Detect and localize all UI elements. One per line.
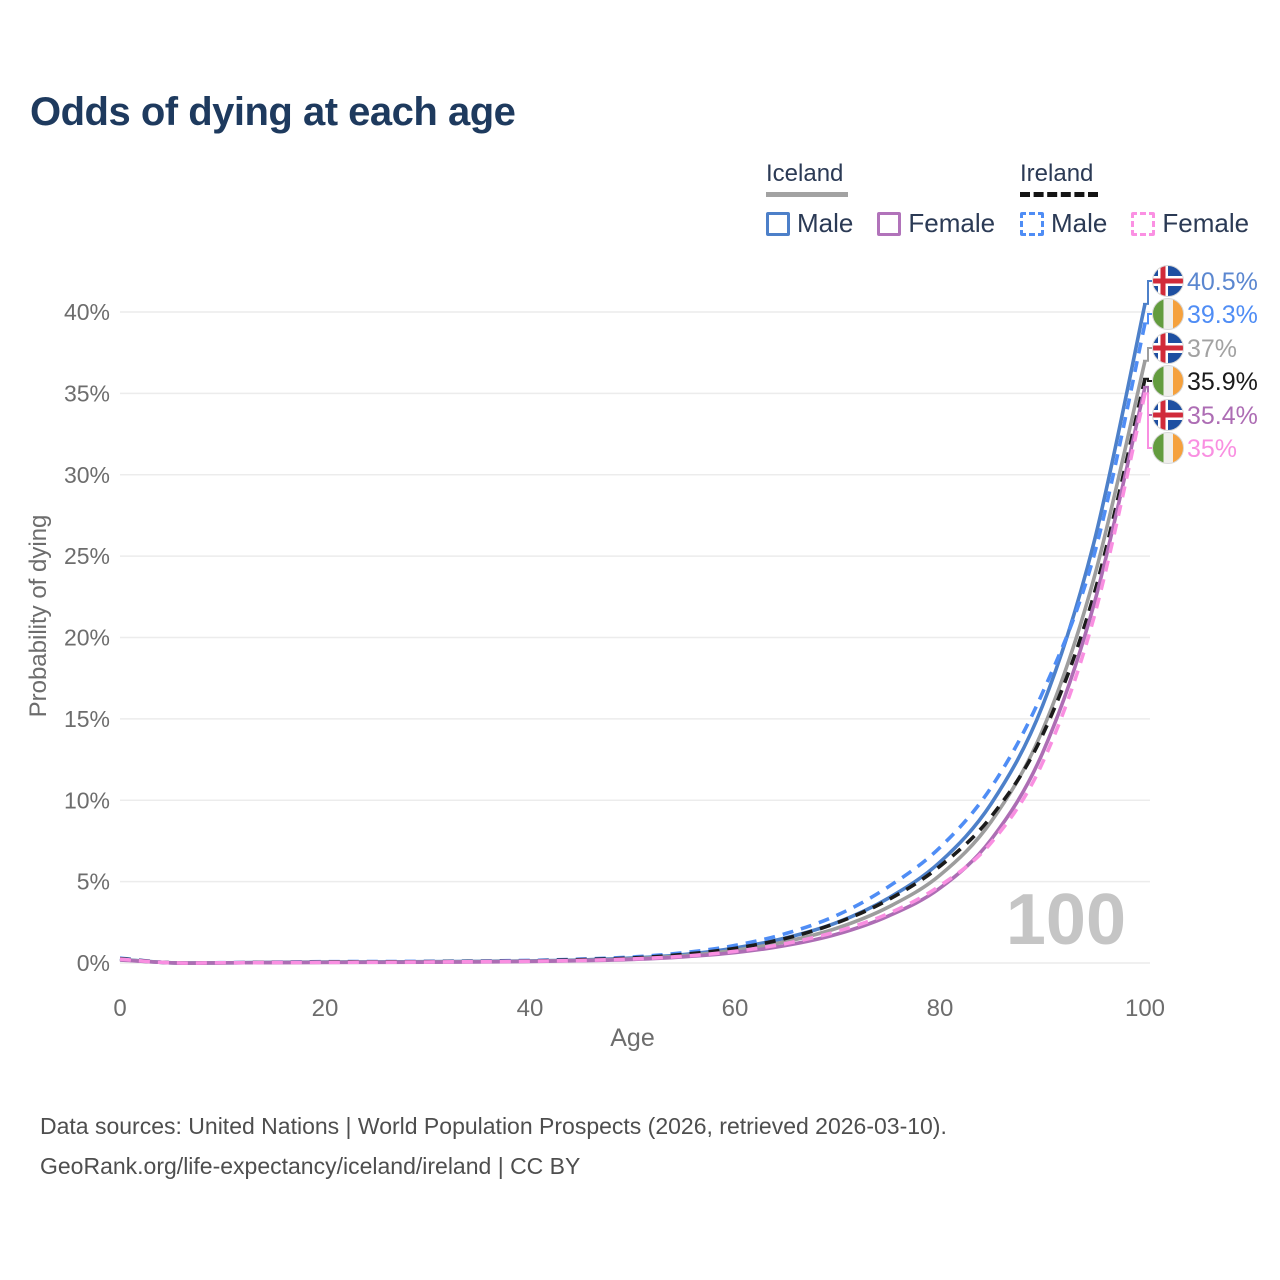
curve-iceland-male — [119, 303, 1147, 965]
end-labels: 40.5% 39.3% 37% 35.9% 35.4% 35% — [1143, 265, 1258, 464]
legend-items-iceland: Male Female — [766, 208, 995, 239]
iceland-flag-icon — [1152, 265, 1184, 297]
curve-iceland-female — [119, 386, 1147, 965]
page-title: Odds of dying at each age — [30, 90, 516, 134]
x-tick-label: 40 — [517, 995, 544, 1022]
x-tick-label: 20 — [312, 995, 339, 1022]
legend-label-ireland-female: Female — [1162, 208, 1250, 238]
leader-line — [1143, 347, 1152, 362]
x-tick-label: 60 — [722, 995, 749, 1022]
y-tick-label: 5% — [77, 869, 110, 895]
y-tick-label: 15% — [64, 706, 110, 732]
y-tick-label: 0% — [77, 950, 110, 976]
legend-label-ireland-male: Male — [1051, 208, 1108, 238]
legend-label-iceland-female: Female — [908, 208, 996, 238]
ireland-female-swatch — [1131, 211, 1156, 236]
end-value-label-ireland-both: 35.9% — [1187, 368, 1258, 396]
legend-item-ireland-female: Female — [1131, 208, 1249, 239]
end-value-label-ireland-female: 35% — [1187, 435, 1237, 463]
legend-group-ireland: Ireland Male Female — [1020, 160, 1249, 239]
curve-ireland-both — [119, 378, 1147, 965]
age-watermark: 100 — [1006, 880, 1126, 960]
data-source-line1: Data sources: United Nations | World Pop… — [40, 1113, 947, 1139]
x-tick-label: 80 — [927, 995, 954, 1022]
legend-header-ireland: Ireland — [1020, 160, 1094, 187]
ireland-male-swatch — [1020, 211, 1044, 236]
ireland-flag-icon — [1152, 298, 1184, 330]
end-value-label-iceland-female: 35.4% — [1187, 402, 1258, 430]
x-tick-label: 100 — [1125, 995, 1165, 1022]
data-source-note: Data sources: United Nations | World Pop… — [40, 1106, 947, 1186]
legend-items-ireland: Male Female — [1020, 208, 1249, 239]
end-value-label-iceland-both: 37% — [1187, 335, 1237, 363]
y-tick-label: 40% — [64, 299, 110, 325]
leader-line — [1143, 313, 1152, 325]
curve-ireland-male — [119, 323, 1147, 965]
iceland-flag-icon — [1152, 399, 1184, 431]
y-tick-label: 25% — [64, 543, 110, 569]
legend-item-ireland-male: Male — [1020, 208, 1107, 239]
iceland-solid-line-key — [766, 192, 848, 197]
y-axis-title: Probability of dying — [25, 515, 52, 718]
leader-line — [1143, 377, 1152, 382]
data-source-line2: GeoRank.org/life-expectancy/iceland/irel… — [40, 1153, 581, 1179]
iceland-flag-icon — [1152, 332, 1184, 364]
x-axis-title: Age — [610, 1024, 654, 1052]
legend-item-iceland-male: Male — [766, 208, 853, 239]
iceland-female-swatch — [877, 211, 902, 236]
y-tick-label: 30% — [64, 462, 110, 488]
leader-line — [1143, 280, 1152, 305]
axis-tick-labels: 0% 5% 10% 15% 20% 25% 30% 35% 40% 0 20 40 60 80 100 — [64, 299, 1165, 1022]
x-tick-label: 0 — [113, 995, 126, 1022]
ireland-flag-icon — [1152, 365, 1184, 397]
leader-line — [1143, 392, 1152, 449]
end-value-label-iceland-male: 40.5% — [1187, 268, 1258, 296]
iceland-male-swatch — [766, 211, 790, 236]
legend-group-iceland: Iceland Male Female — [766, 160, 995, 239]
y-tick-label: 20% — [64, 625, 110, 651]
end-value-label-ireland-male: 39.3% — [1187, 301, 1258, 329]
ireland-flag-icon — [1152, 432, 1184, 464]
y-tick-label: 10% — [64, 787, 110, 813]
gridlines — [120, 311, 1150, 964]
y-tick-label: 35% — [64, 380, 110, 406]
curve-ireland-female — [119, 393, 1147, 965]
legend-label-iceland-male: Male — [797, 208, 854, 238]
legend-header-iceland: Iceland — [766, 160, 844, 187]
series-curves — [119, 303, 1147, 965]
ireland-dashed-line-key — [1020, 192, 1098, 197]
curve-iceland-both — [119, 360, 1147, 965]
legend-item-iceland-female: Female — [877, 208, 995, 239]
